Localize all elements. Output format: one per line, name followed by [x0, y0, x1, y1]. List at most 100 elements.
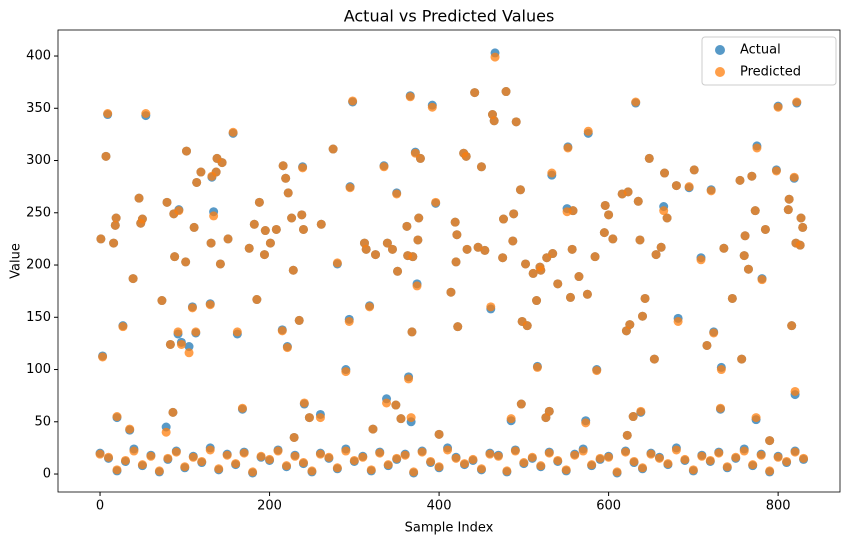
- point: [112, 412, 122, 422]
- point: [260, 226, 270, 236]
- point: [239, 448, 249, 458]
- point: [341, 367, 351, 377]
- point: [265, 454, 275, 464]
- point: [431, 197, 441, 207]
- point: [462, 244, 472, 254]
- point: [297, 210, 307, 220]
- point: [375, 448, 385, 458]
- point: [365, 302, 375, 312]
- point: [118, 322, 128, 332]
- point: [413, 235, 423, 245]
- point: [671, 181, 681, 191]
- point: [716, 365, 726, 375]
- point: [290, 451, 300, 461]
- point: [765, 436, 775, 446]
- point: [697, 451, 707, 461]
- point: [599, 228, 609, 238]
- point: [792, 97, 802, 107]
- point: [595, 453, 605, 463]
- point: [452, 230, 462, 240]
- point: [476, 162, 486, 172]
- point: [223, 234, 233, 244]
- point: [600, 200, 610, 210]
- point: [157, 296, 167, 306]
- point: [244, 243, 254, 253]
- point: [581, 418, 591, 428]
- point: [345, 183, 355, 193]
- point: [289, 432, 299, 442]
- x-tick-label: 200: [257, 499, 282, 514]
- point: [783, 205, 793, 215]
- point: [547, 168, 557, 178]
- point: [553, 455, 563, 465]
- point: [382, 238, 392, 248]
- point: [473, 242, 483, 252]
- legend-label: Predicted: [740, 65, 801, 80]
- x-axis-label: Sample Index: [405, 521, 494, 536]
- point: [265, 238, 275, 248]
- point: [486, 302, 496, 312]
- point: [506, 414, 516, 424]
- point: [567, 244, 577, 254]
- y-tick-label: 200: [26, 258, 51, 273]
- point: [574, 272, 584, 282]
- point: [527, 452, 537, 462]
- point: [737, 354, 747, 364]
- point: [382, 398, 392, 408]
- point: [315, 449, 325, 459]
- point: [231, 459, 241, 469]
- point: [490, 52, 500, 62]
- point: [341, 446, 351, 456]
- y-tick-label: 400: [26, 49, 51, 64]
- point: [765, 466, 775, 476]
- point: [205, 300, 215, 310]
- point: [553, 279, 563, 289]
- point: [294, 315, 304, 325]
- point: [751, 413, 761, 423]
- point: [548, 249, 558, 259]
- point: [101, 151, 111, 161]
- point: [259, 250, 269, 260]
- point: [165, 339, 175, 349]
- point: [587, 460, 597, 470]
- point: [508, 236, 518, 246]
- point: [125, 424, 135, 434]
- point: [604, 210, 614, 220]
- point: [173, 327, 183, 337]
- y-tick-label: 300: [26, 153, 51, 168]
- point: [95, 449, 105, 459]
- point: [252, 295, 262, 305]
- point: [184, 348, 194, 358]
- point: [400, 450, 410, 460]
- point: [798, 222, 808, 232]
- point: [415, 153, 425, 163]
- point: [273, 446, 283, 456]
- point: [111, 213, 121, 223]
- point: [515, 185, 525, 195]
- legend-label: Actual: [740, 43, 781, 58]
- point: [371, 250, 381, 260]
- point: [299, 398, 309, 408]
- point: [743, 264, 753, 274]
- point: [120, 455, 130, 465]
- point: [715, 403, 725, 413]
- point: [631, 97, 641, 107]
- point: [188, 452, 198, 462]
- point: [154, 466, 164, 476]
- series-points: [95, 52, 809, 477]
- point: [731, 452, 741, 462]
- legend-marker: [715, 67, 725, 77]
- point: [489, 116, 499, 126]
- point: [137, 460, 147, 470]
- y-tick-label: 0: [43, 467, 51, 482]
- point: [673, 316, 683, 326]
- point: [748, 460, 758, 470]
- point: [349, 455, 359, 465]
- point: [358, 452, 368, 462]
- point: [103, 108, 113, 118]
- point: [628, 412, 638, 422]
- point: [696, 255, 706, 265]
- point: [161, 427, 171, 437]
- point: [790, 386, 800, 396]
- point: [129, 446, 139, 456]
